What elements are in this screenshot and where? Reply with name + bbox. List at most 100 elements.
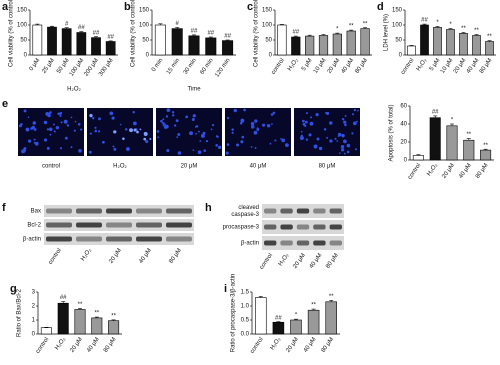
blot-row-label: Bax <box>31 209 41 215</box>
nucleus <box>304 120 308 124</box>
nucleus <box>243 108 246 112</box>
nucleus <box>262 123 266 127</box>
nucleus <box>63 119 68 124</box>
nucleus <box>254 147 257 150</box>
bar <box>332 33 342 56</box>
x-axis-label: Time <box>187 87 201 93</box>
nucleus <box>33 138 36 141</box>
nucleus <box>162 118 165 121</box>
significance-label: ** <box>461 26 466 32</box>
nucleus <box>139 128 142 131</box>
blot-band <box>329 208 342 214</box>
bar <box>171 28 183 56</box>
significance-label: ** <box>94 311 99 317</box>
nucleus <box>53 130 56 133</box>
nucleus <box>124 128 128 131</box>
nucleus <box>231 131 234 134</box>
nucleus <box>101 140 105 144</box>
bar <box>433 27 442 56</box>
significance-label: ** <box>483 143 488 149</box>
nucleus <box>23 149 27 152</box>
nucleus <box>310 116 313 119</box>
nucleus <box>191 117 195 121</box>
x-tick-label: 10 μM <box>440 58 455 75</box>
significance-label: # <box>65 21 69 27</box>
bar <box>108 320 120 335</box>
blot-band <box>136 222 162 228</box>
nucleus <box>351 113 355 116</box>
blot-band <box>46 236 72 242</box>
nucleus <box>337 135 340 138</box>
nucleus <box>272 111 276 115</box>
blot-band <box>76 222 102 228</box>
nucleus <box>133 128 137 132</box>
nucleus <box>226 116 230 120</box>
bar <box>91 317 103 335</box>
nucleus <box>78 148 82 153</box>
panel-letter: f <box>2 202 6 214</box>
nucleus <box>70 116 73 119</box>
bar <box>325 301 337 335</box>
significance-label: ** <box>466 132 471 138</box>
nucleus <box>145 139 149 144</box>
bar <box>76 32 87 56</box>
significance-label: ## <box>275 315 282 321</box>
panel-letter: c <box>247 1 253 13</box>
nucleus <box>23 109 27 113</box>
significance-label: ## <box>78 25 85 31</box>
y-tick-label: 0 <box>269 53 273 59</box>
nucleus <box>70 146 73 149</box>
nucleus <box>357 109 359 112</box>
significance-label: ** <box>111 313 116 319</box>
nucleus <box>177 151 182 155</box>
nucleus <box>46 128 50 131</box>
nucleus <box>43 138 48 142</box>
nucleus <box>302 119 305 123</box>
panel-letter: a <box>2 1 9 13</box>
blot-band <box>136 208 162 214</box>
nucleus <box>43 120 48 125</box>
nucleus <box>92 117 95 120</box>
y-axis-label: LDH level (%) <box>384 14 390 51</box>
significance-label: * <box>295 313 298 319</box>
x-tick-label: control <box>249 337 264 355</box>
bar <box>255 297 267 335</box>
lane-label: control <box>48 248 63 266</box>
nucleus <box>217 145 222 150</box>
nucleus <box>23 147 27 151</box>
nucleus <box>239 122 243 125</box>
nucleus <box>313 144 318 149</box>
nucleus <box>305 112 308 115</box>
bar <box>222 40 234 56</box>
significance-label: ## <box>224 34 231 40</box>
image-label: control <box>42 164 60 170</box>
x-tick-label: 120 min <box>214 58 231 79</box>
x-tick-label: 15 min <box>166 58 181 76</box>
nucleus <box>198 130 200 133</box>
lane-label: 20 μM <box>108 248 123 265</box>
nucleus <box>205 140 209 143</box>
blot-band <box>76 236 102 242</box>
nucleus <box>236 143 240 147</box>
nucleus <box>344 123 347 127</box>
nucleus <box>27 116 30 119</box>
y-axis-label: Cell viability (% of control) <box>131 0 137 67</box>
y-tick-label: 1 <box>32 318 36 324</box>
blot-band <box>76 208 102 214</box>
x-tick-label: control <box>400 58 415 76</box>
blot-band <box>136 236 162 242</box>
y-tick-label: 100 <box>17 23 28 29</box>
nucleus <box>156 130 160 133</box>
nucleus <box>353 108 357 112</box>
nucleus <box>132 121 137 126</box>
y-tick-label: 50 <box>265 38 272 44</box>
blot-band <box>264 224 277 230</box>
bar <box>105 41 116 56</box>
y-tick-label: 150 <box>139 8 150 14</box>
panel-letter: g <box>10 283 17 295</box>
bar <box>91 37 101 56</box>
significance-label: ** <box>311 303 316 309</box>
fluorescence-image <box>18 108 84 156</box>
bar <box>360 28 370 56</box>
